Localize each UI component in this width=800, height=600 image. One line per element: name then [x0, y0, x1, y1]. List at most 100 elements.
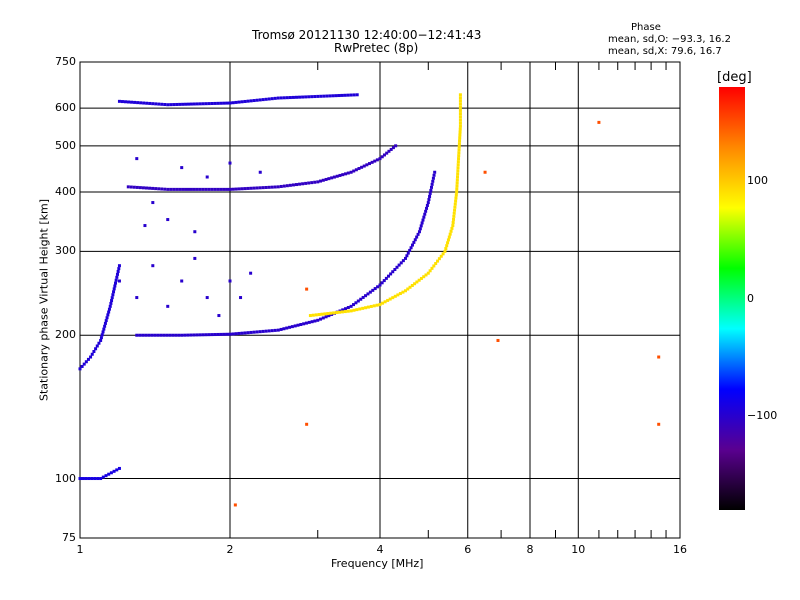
trace-segment-point	[115, 275, 119, 279]
data-point	[316, 180, 320, 184]
trace-segment-point	[264, 185, 268, 189]
trace-segment-point	[408, 285, 412, 289]
trace-segment-point	[458, 99, 462, 103]
trace-segment-point	[324, 177, 328, 181]
trace-segment-point	[456, 163, 460, 167]
trace-segment-point	[456, 172, 460, 176]
trace-segment-point	[273, 185, 277, 189]
trace-segment-point	[234, 100, 238, 104]
trace-segment-point	[104, 474, 108, 478]
trace-segment-point	[372, 304, 376, 308]
trace-segment-point	[81, 477, 85, 481]
trace-segment-point	[195, 187, 199, 191]
trace-segment-point	[454, 196, 458, 200]
trace-segment-point	[393, 294, 397, 298]
trace-segment-point	[225, 332, 229, 336]
data-point	[228, 332, 232, 336]
trace-segment-point	[304, 321, 308, 325]
trace-segment-point	[270, 97, 274, 101]
trace-segment-point	[341, 308, 345, 312]
trace-segment-point	[396, 293, 400, 297]
data-point	[276, 96, 280, 100]
trace-segment-point	[457, 151, 461, 155]
trace-segment-point	[450, 226, 454, 230]
trace-segment-point	[420, 221, 424, 225]
trace-segment-point	[90, 477, 94, 481]
data-point	[433, 170, 437, 174]
trace-segment-point	[343, 93, 347, 97]
trace-segment-point	[107, 472, 111, 476]
trace-segment-point	[430, 182, 434, 186]
trace-segment-point	[376, 285, 380, 289]
trace-segment-point	[174, 333, 178, 337]
data-point	[305, 422, 309, 426]
data-point	[276, 328, 280, 332]
data-point	[496, 338, 500, 342]
trace-segment-point	[97, 341, 101, 345]
trace-segment-point	[210, 102, 214, 106]
x-tick-label: 16	[673, 543, 687, 556]
trace-segment-point	[458, 96, 462, 100]
data-point	[308, 314, 312, 318]
trace-segment-point	[86, 357, 90, 361]
trace-segment-point	[429, 185, 433, 189]
data-point	[483, 170, 487, 174]
trace-segment-point	[352, 169, 356, 173]
trace-segment-point	[352, 93, 356, 97]
trace-segment-point	[267, 185, 271, 189]
data-point	[426, 271, 430, 275]
trace-segment-point	[204, 333, 208, 337]
trace-segment-point	[148, 101, 152, 105]
trace-segment-point	[317, 313, 321, 317]
trace-segment-point	[448, 232, 452, 236]
trace-segment-point	[231, 187, 235, 191]
trace-segment-point	[104, 319, 108, 323]
trace-segment-point	[288, 325, 292, 329]
trace-segment-point	[258, 98, 262, 102]
trace-segment-point	[389, 147, 393, 151]
x-tick-label: 6	[464, 543, 472, 556]
trace-segment-point	[234, 187, 238, 191]
trace-segment-point	[101, 475, 105, 479]
trace-segment-point	[151, 186, 155, 190]
trace-segment-point	[422, 275, 426, 279]
trace-segment-point	[428, 269, 432, 273]
data-point	[89, 355, 93, 359]
trace-segment-point	[252, 330, 256, 334]
trace-segment-point	[307, 181, 311, 185]
trace-segment-point	[258, 186, 262, 190]
stats-o: mean, sd,O: −93.3, 16.2	[608, 34, 731, 45]
trace-segment-point	[240, 331, 244, 335]
data-point	[233, 503, 237, 507]
data-point	[117, 279, 121, 283]
trace-segment-point	[160, 102, 164, 106]
trace-segment-point	[231, 101, 235, 105]
trace-segment-point	[133, 100, 137, 104]
trace-segment-point	[423, 212, 427, 216]
x-tick-label: 10	[571, 543, 586, 556]
trace-segment-point	[349, 93, 353, 97]
trace-segment-point	[285, 326, 289, 330]
trace-segment-point	[105, 316, 109, 320]
trace-segment-point	[169, 187, 173, 191]
trace-segment-point	[135, 185, 139, 189]
trace-segment-point	[304, 181, 308, 185]
trace-segment-point	[337, 94, 341, 98]
trace-segment-point	[298, 95, 302, 99]
trace-segment-point	[323, 312, 327, 316]
trace-segment-point	[456, 166, 460, 170]
trace-segment-point	[291, 95, 295, 99]
x-tick-label: 1	[76, 543, 84, 556]
plot-frame	[79, 61, 681, 539]
trace-segment-point	[213, 101, 217, 105]
trace-segment-point	[231, 332, 235, 336]
colorbar-tick-label: −100	[747, 409, 778, 422]
trace-segment-point	[329, 311, 333, 315]
trace-segment-point	[301, 182, 305, 186]
chart-title: Tromsø 20121130 12:40:00−12:41:43	[252, 28, 482, 42]
trace-segment-point	[451, 220, 455, 224]
trace-segment-point	[337, 310, 341, 314]
trace-segment-point	[446, 238, 450, 242]
trace-segment-point	[298, 182, 302, 186]
trace-segment-point	[291, 183, 295, 187]
